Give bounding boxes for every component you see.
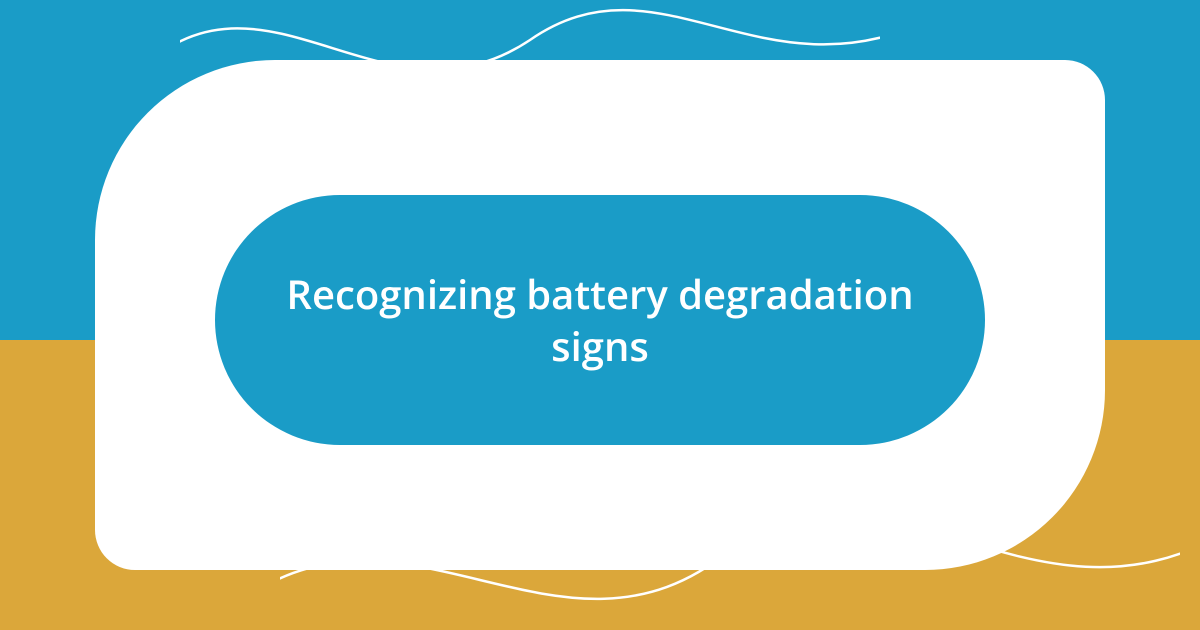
banner-canvas: Recognizing battery degradation signs xyxy=(0,0,1200,630)
banner-title: Recognizing battery degradation signs xyxy=(275,268,925,372)
title-pill: Recognizing battery degradation signs xyxy=(215,195,985,445)
